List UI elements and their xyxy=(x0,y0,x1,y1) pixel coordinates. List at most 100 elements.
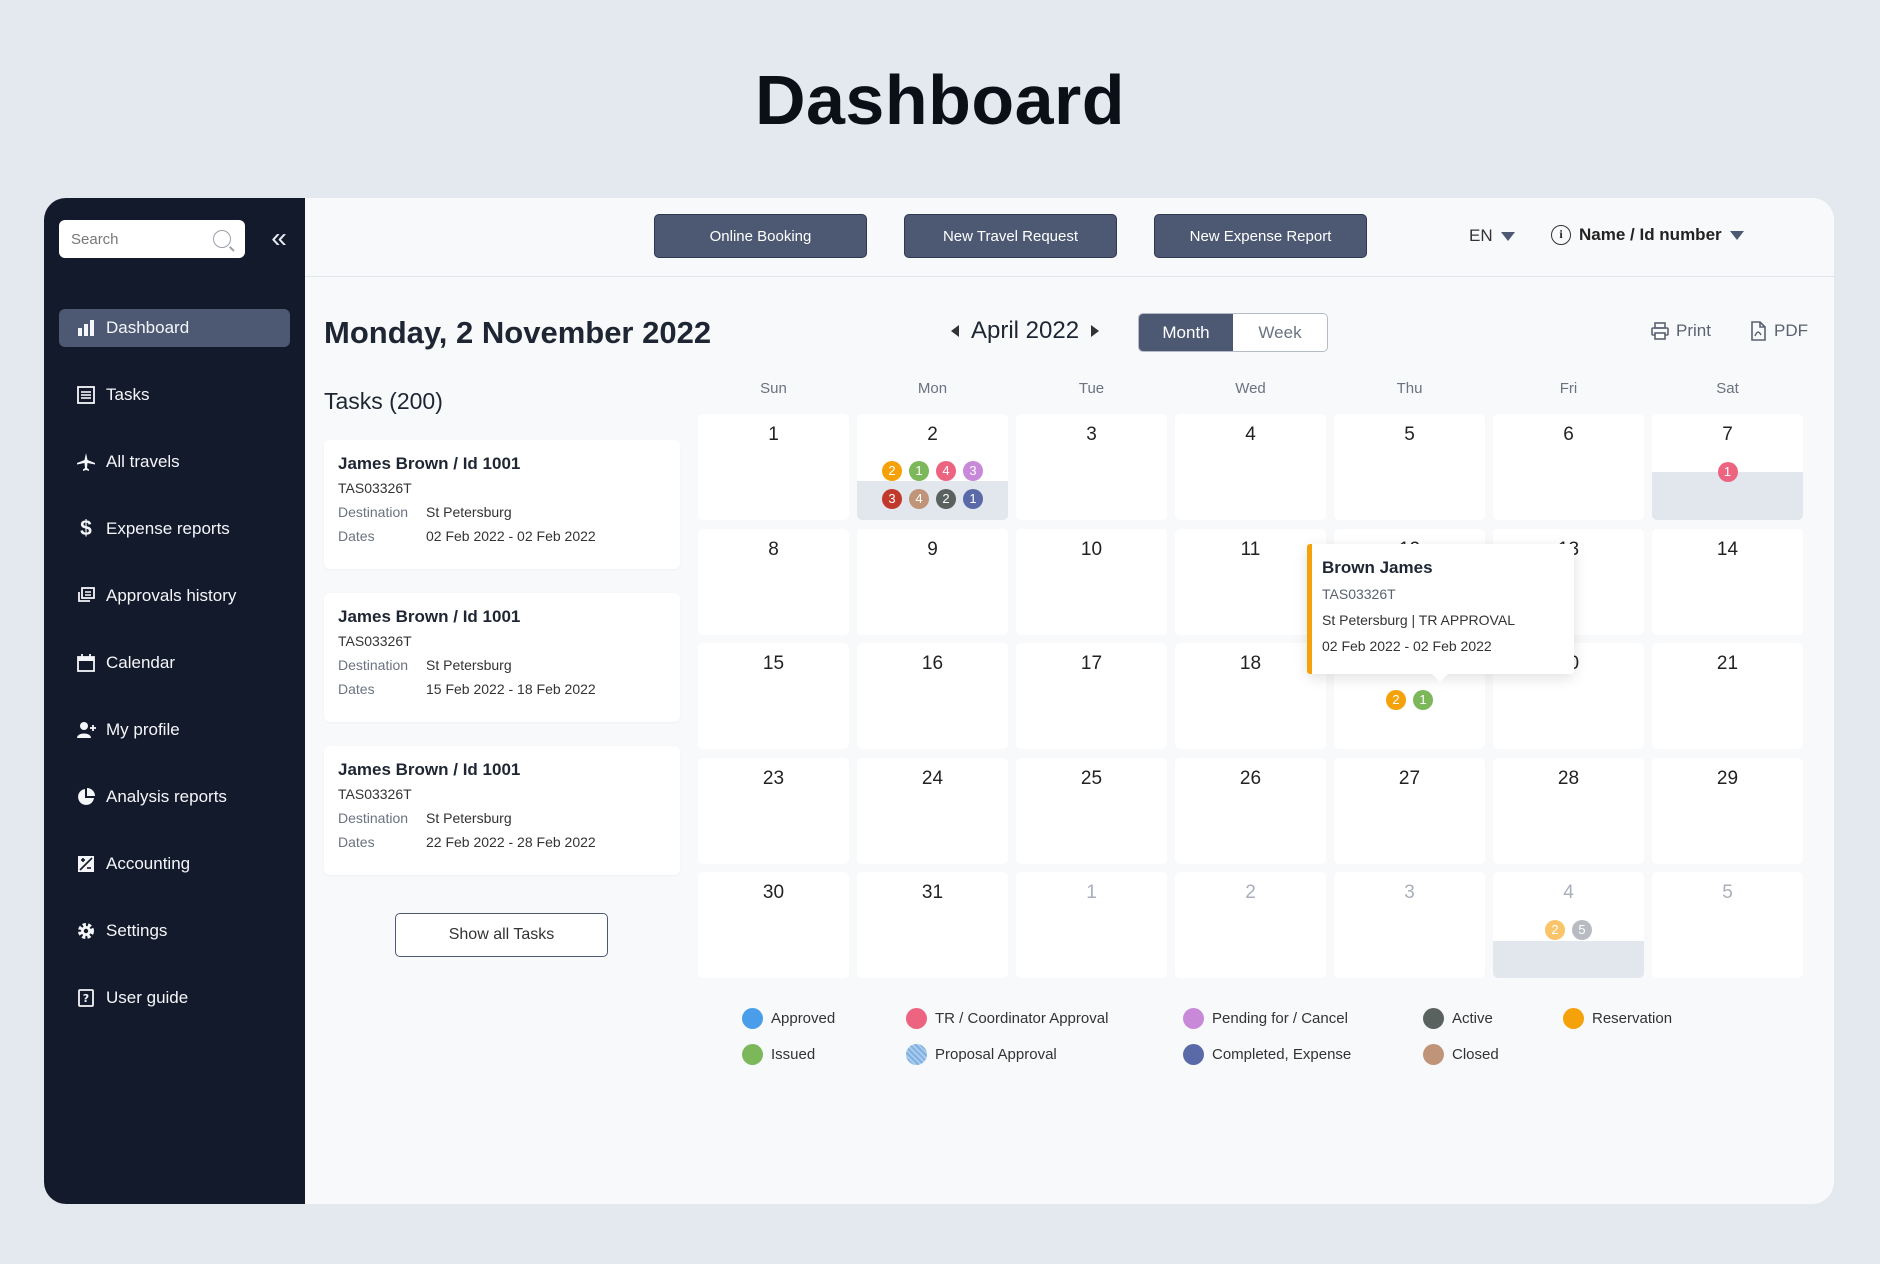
sidebar-item-approvals-history[interactable]: Approvals history xyxy=(59,577,290,615)
collapse-sidebar-icon[interactable]: « xyxy=(271,222,287,253)
calendar-day[interactable]: 4 xyxy=(1175,414,1326,520)
sidebar-item-all-travels[interactable]: All travels xyxy=(59,443,290,481)
weekday-label: Fri xyxy=(1559,380,1578,397)
sidebar-item-tasks[interactable]: Tasks xyxy=(59,376,290,414)
event-dots: 2 1 xyxy=(1334,690,1485,710)
status-dot[interactable]: 2 xyxy=(1545,920,1565,940)
airplane-icon xyxy=(75,451,97,473)
task-card[interactable]: James Brown / Id 1001 TAS03326T Destinat… xyxy=(324,746,680,875)
legend-label: Closed xyxy=(1452,1046,1499,1063)
status-dot[interactable]: 4 xyxy=(936,461,956,481)
legend-item: Pending for / Cancel xyxy=(1183,1008,1348,1029)
sidebar-item-dashboard[interactable]: Dashboard xyxy=(59,309,290,347)
calendar-day[interactable]: 6 xyxy=(1493,414,1644,520)
sidebar-item-accounting[interactable]: Accounting xyxy=(59,845,290,883)
calendar-day[interactable]: 14 xyxy=(1652,529,1803,635)
day-number: 8 xyxy=(768,539,779,560)
sidebar-item-label: Tasks xyxy=(106,385,150,404)
weekday-label: Sun xyxy=(760,380,787,397)
sidebar-item-label: Approvals history xyxy=(106,586,237,605)
status-dot[interactable]: 4 xyxy=(909,489,929,509)
task-name: James Brown / Id 1001 xyxy=(338,607,521,626)
month-view-button[interactable]: Month xyxy=(1139,314,1233,351)
status-dot[interactable]: 2 xyxy=(936,489,956,509)
day-number: 11 xyxy=(1240,539,1261,560)
dates-label: Dates xyxy=(338,834,375,850)
legend-dot xyxy=(1183,1044,1204,1065)
sidebar-item-user-guide[interactable]: ? User guide xyxy=(59,979,290,1017)
status-dot[interactable]: 3 xyxy=(963,461,983,481)
legend-item: TR / Coordinator Approval xyxy=(906,1008,1108,1029)
next-month-icon[interactable] xyxy=(1091,325,1100,337)
new-travel-request-button[interactable]: New Travel Request xyxy=(904,214,1117,258)
task-card[interactable]: James Brown / Id 1001 TAS03326T Destinat… xyxy=(324,593,680,722)
svg-text:?: ? xyxy=(83,992,89,1005)
calendar-day[interactable]: 18 xyxy=(1175,643,1326,749)
day-number: 1 xyxy=(768,424,779,445)
day-number: 25 xyxy=(1080,768,1103,789)
status-dot[interactable]: 1 xyxy=(1717,462,1738,482)
status-dot[interactable]: 1 xyxy=(1413,690,1433,710)
pdf-button[interactable]: PDF xyxy=(1748,321,1808,341)
new-expense-report-button[interactable]: New Expense Report xyxy=(1154,214,1367,258)
prev-month-icon[interactable] xyxy=(951,325,959,337)
week-view-button[interactable]: Week xyxy=(1258,323,1302,342)
calendar-day[interactable]: 21 xyxy=(1652,643,1803,749)
online-booking-button[interactable]: Online Booking xyxy=(654,214,867,258)
calendar-day[interactable]: 1 xyxy=(698,414,849,520)
calendar-day[interactable]: 26 xyxy=(1175,758,1326,864)
calendar-day[interactable]: 27 xyxy=(1334,758,1485,864)
calendar-day[interactable]: 17 xyxy=(1016,643,1167,749)
weekday-label: Mon xyxy=(917,380,948,397)
sidebar-item-my-profile[interactable]: My profile xyxy=(59,711,290,749)
sidebar-item-settings[interactable]: Settings xyxy=(59,912,290,950)
calendar-day[interactable]: 25 xyxy=(1016,758,1167,864)
sidebar-item-analysis-reports[interactable]: Analysis reports xyxy=(59,778,290,816)
calendar-day[interactable]: 3 xyxy=(1016,414,1167,520)
calendar-day[interactable]: 5 xyxy=(1652,872,1803,978)
print-button[interactable]: Print xyxy=(1650,321,1711,341)
language-select[interactable]: EN xyxy=(1469,226,1515,246)
calendar-day[interactable]: 2 2 1 4 3 3 4 2 1 xyxy=(857,414,1008,520)
day-number: 24 xyxy=(921,768,944,789)
chevron-down-icon xyxy=(1500,231,1515,241)
sidebar-item-calendar[interactable]: Calendar xyxy=(59,644,290,682)
status-dot[interactable]: 2 xyxy=(882,461,902,481)
user-select[interactable]: i Name / Id number xyxy=(1551,225,1744,245)
task-card[interactable]: James Brown / Id 1001 TAS03326T Destinat… xyxy=(324,440,680,569)
calendar-day[interactable]: 2 xyxy=(1175,872,1326,978)
status-dot[interactable]: 1 xyxy=(909,461,929,481)
task-destination: St Petersburg xyxy=(426,810,512,826)
calendar-day[interactable]: 3 xyxy=(1334,872,1485,978)
search-input[interactable] xyxy=(71,230,201,248)
calendar-day[interactable]: 5 xyxy=(1334,414,1485,520)
calendar-day[interactable]: 29 xyxy=(1652,758,1803,864)
status-dot[interactable]: 3 xyxy=(882,489,902,509)
calendar-day[interactable]: 28 xyxy=(1493,758,1644,864)
calendar-day[interactable]: 23 xyxy=(698,758,849,864)
calendar-day[interactable]: 4 2 5 xyxy=(1493,872,1644,978)
calendar-day[interactable]: 8 xyxy=(698,529,849,635)
status-dot[interactable]: 2 xyxy=(1386,690,1406,710)
status-dot[interactable]: 5 xyxy=(1572,920,1592,940)
calendar-day[interactable]: 24 xyxy=(857,758,1008,864)
calendar-day[interactable]: 9 xyxy=(857,529,1008,635)
calendar-day[interactable]: 31 xyxy=(857,872,1008,978)
top-bar: Online Booking New Travel Request New Ex… xyxy=(305,198,1834,277)
search-icon[interactable] xyxy=(213,230,231,248)
status-dot[interactable]: 1 xyxy=(963,489,983,509)
calendar-day[interactable]: 11 xyxy=(1175,529,1326,635)
calendar-day[interactable]: 10 xyxy=(1016,529,1167,635)
calendar-day[interactable]: 16 xyxy=(857,643,1008,749)
calendar-day[interactable]: 7 1 xyxy=(1652,414,1803,520)
legend-dot xyxy=(1183,1008,1204,1029)
show-all-tasks-button[interactable]: Show all Tasks xyxy=(395,913,608,957)
calendar-day[interactable]: 15 xyxy=(698,643,849,749)
calendar-day[interactable]: 30 xyxy=(698,872,849,978)
task-code: TAS03326T xyxy=(338,633,412,649)
task-dates: 15 Feb 2022 - 18 Feb 2022 xyxy=(426,681,596,697)
search-box[interactable] xyxy=(59,220,245,258)
calendar-day[interactable]: 1 xyxy=(1016,872,1167,978)
legend-label: Proposal Approval xyxy=(935,1046,1057,1063)
sidebar-item-expense-reports[interactable]: $ Expense reports xyxy=(59,510,290,548)
